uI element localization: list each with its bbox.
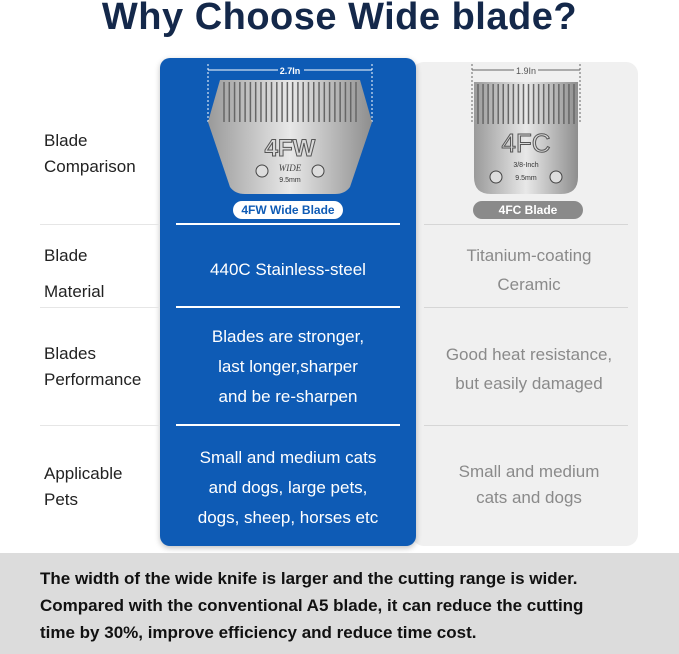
wide-pets: Small and medium cats and dogs, large pet… <box>197 448 379 527</box>
svg-text:2.7In: 2.7In <box>280 66 301 76</box>
row-label-material: Blade Material <box>44 246 105 301</box>
standard-blade-badge: 4FC Blade <box>473 201 583 219</box>
standard-material: Titanium-coating Ceramic <box>466 246 592 294</box>
svg-text:1.9In: 1.9In <box>516 66 536 76</box>
divider <box>176 424 400 426</box>
standard-performance: Good heat resistance, but easily damaged <box>445 345 613 393</box>
divider <box>40 224 160 225</box>
divider <box>176 306 400 308</box>
divider <box>40 307 160 308</box>
divider <box>424 425 628 426</box>
svg-text:WIDE: WIDE <box>279 163 302 173</box>
wide-blade-image: 2.7In 4FW WIDE 9.5mm <box>207 63 373 194</box>
svg-text:4FC: 4FC <box>501 128 550 158</box>
wide-material: 440C Stainless-steel <box>210 260 366 279</box>
svg-text:9.5mm: 9.5mm <box>515 175 537 182</box>
standard-blade-image: 1.9In 4FC 3/8-Inch 9.5mm <box>471 63 581 194</box>
row-label-performance: Blades Performance <box>44 344 142 389</box>
svg-text:3/8-Inch: 3/8-Inch <box>513 162 538 169</box>
divider <box>40 425 160 426</box>
svg-text:4FW: 4FW <box>265 135 316 162</box>
row-label-pets: Applicable Pets <box>44 464 123 509</box>
divider <box>176 223 400 225</box>
standard-pets: Small and medium cats and dogs <box>458 462 600 507</box>
footer-note: The width of the wide knife is larger an… <box>0 553 679 654</box>
page-title: Why Choose Wide blade? <box>101 0 578 38</box>
svg-text:9.5mm: 9.5mm <box>279 177 301 184</box>
row-label-comparison: Blade Comparison <box>44 131 136 176</box>
wide-blade-badge: 4FW Wide Blade <box>233 201 343 219</box>
wide-performance: Blades are stronger, last longer,sharper a… <box>211 327 365 406</box>
divider <box>424 307 628 308</box>
divider <box>424 224 628 225</box>
